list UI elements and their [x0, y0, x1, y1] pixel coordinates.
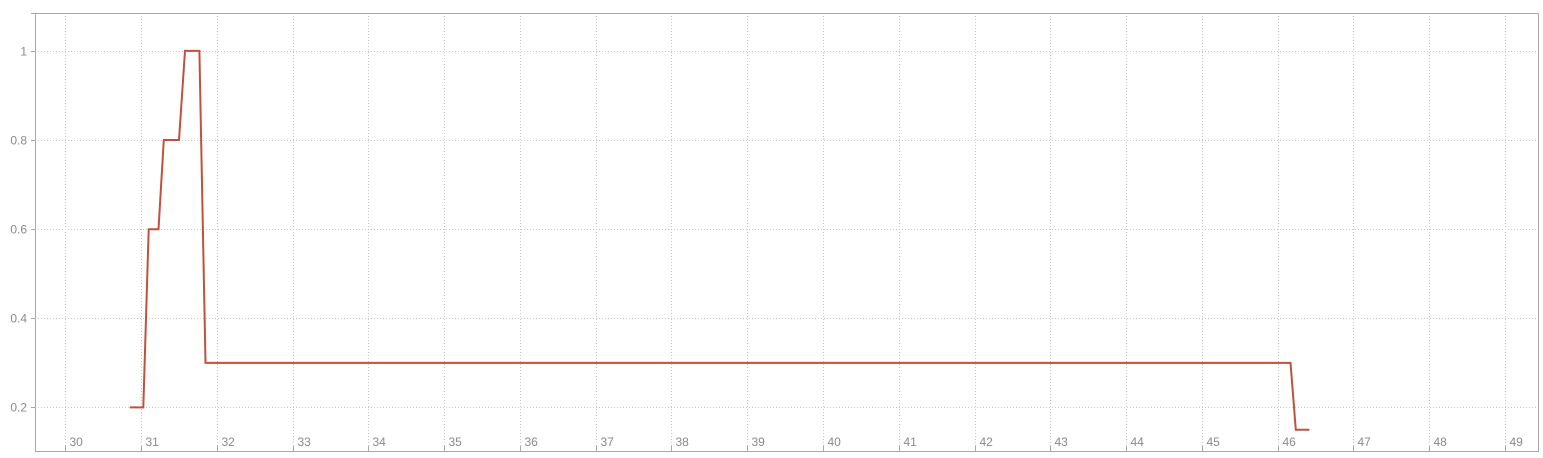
y-tick-label: 1	[20, 45, 27, 59]
x-tick-label: 46	[1283, 435, 1297, 449]
x-tick-label: 45	[1207, 435, 1221, 449]
y-tick-label: 0.8	[10, 134, 27, 148]
tick-labels: 30 31 32 33 34 35 36 37 38 39 40 41 42 43 44 45 46 47 48 49…	[10, 45, 1523, 450]
x-tick-label: 35	[449, 435, 463, 449]
series-layer	[129, 49, 1310, 431]
x-tick-label: 48	[1434, 435, 1448, 449]
x-tick-label: 34	[373, 435, 387, 449]
x-tick-label: 33	[298, 435, 312, 449]
x-tick-label: 37	[601, 435, 615, 449]
series-line-0	[129, 49, 1310, 431]
grid	[35, 13, 1539, 452]
x-tick-label: 39	[752, 435, 766, 449]
y-tick-label: 0.4	[10, 312, 27, 326]
x-tick-label: 49	[1510, 435, 1524, 449]
x-tick-label: 41	[904, 435, 918, 449]
y-tick-label: 0.6	[10, 223, 27, 237]
x-tick-label: 36	[525, 435, 539, 449]
plot-frame	[35, 13, 1539, 452]
x-tick-label: 40	[828, 435, 842, 449]
x-tick-label: 38	[676, 435, 690, 449]
x-tick-label: 47	[1358, 435, 1372, 449]
y-tick-label: 0.2	[10, 401, 27, 415]
axes	[31, 13, 1539, 452]
x-tick-label: 30	[70, 435, 84, 449]
x-tick-label: 42	[980, 435, 994, 449]
x-tick-label: 32	[222, 435, 236, 449]
x-tick-label: 31	[146, 435, 160, 449]
x-tick-label: 44	[1131, 435, 1145, 449]
x-tick-label: 43	[1055, 435, 1069, 449]
